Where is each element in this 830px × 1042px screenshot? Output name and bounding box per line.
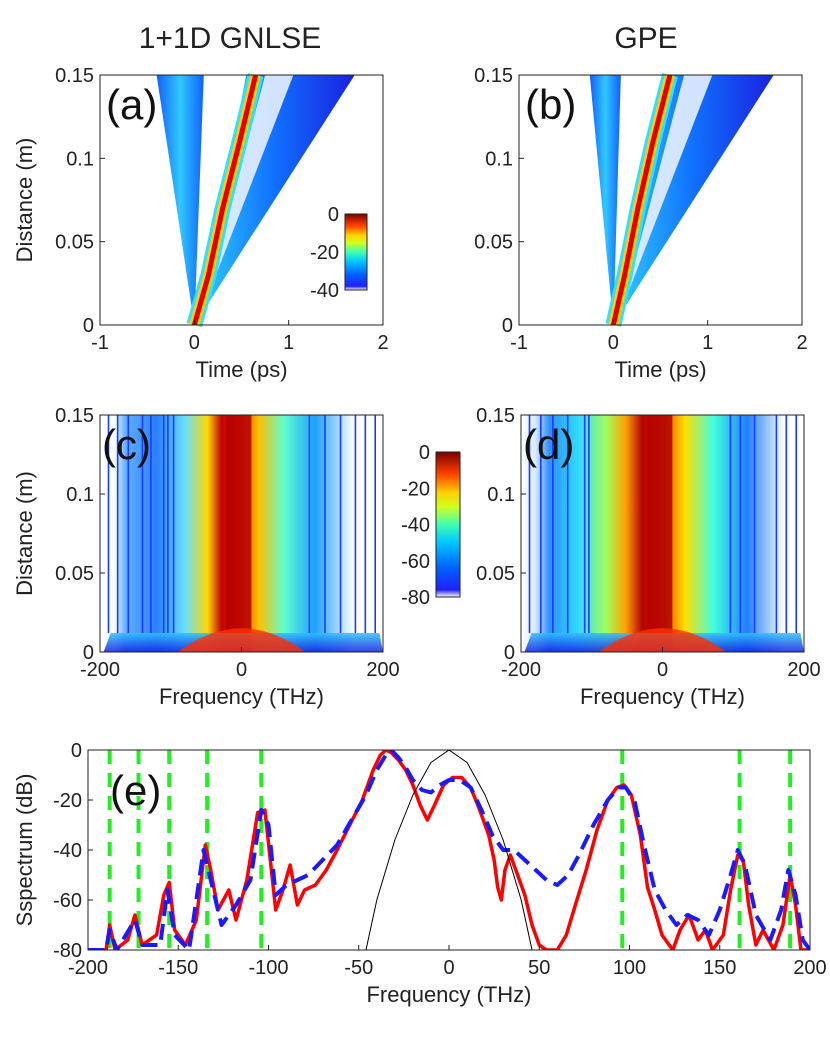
x-tick-label: -1: [91, 332, 109, 354]
y-tick-label: 0.05: [476, 563, 515, 585]
y-tick-label: 0.05: [55, 232, 94, 254]
y-tick-label: 0: [83, 315, 94, 337]
colorbar-tick-label: -20: [310, 242, 339, 264]
panel-label: (d): [523, 421, 574, 468]
col-title-gpe: GPE: [614, 22, 677, 55]
x-tick-label: 2: [796, 332, 807, 354]
y-tick-label: 0.15: [474, 65, 513, 87]
y-tick-label: 0.05: [55, 563, 94, 585]
x-tick-label: -200: [68, 957, 108, 979]
y-tick-label: 0.15: [476, 405, 515, 427]
colorbar-tick-label: -40: [401, 515, 430, 537]
panel-label: (a): [106, 81, 157, 128]
y-tick-label: 0: [504, 642, 515, 664]
x-axis-label: Frequency (THz): [366, 982, 531, 1007]
y-tick-label: -40: [53, 840, 82, 862]
x-tick-label: -50: [344, 957, 373, 979]
x-tick-label: -200: [80, 659, 120, 681]
y-axis-label: Sspectrum (dB): [12, 774, 37, 927]
y-tick-label: 0.15: [55, 405, 94, 427]
early-spm-region: [177, 628, 306, 652]
x-tick-label: 200: [793, 957, 826, 979]
panel-label: (b): [525, 81, 576, 128]
x-axis-label: Frequency (THz): [580, 684, 745, 709]
x-axis-label: Time (ps): [614, 357, 706, 382]
x-tick-label: -100: [248, 957, 288, 979]
pump-core-band: [646, 415, 673, 652]
x-tick-label: 0: [608, 332, 619, 354]
y-tick-label: 0: [502, 315, 513, 337]
y-axis-label: Distance (m): [12, 138, 37, 263]
x-tick-label: -150: [158, 957, 198, 979]
early-spm-region: [598, 628, 727, 652]
colorbar: [344, 213, 368, 291]
panel-label: (c): [102, 421, 151, 468]
axes-frame-a: [99, 74, 384, 326]
y-tick-label: 0.1: [66, 148, 94, 170]
soliton-trajectory: [191, 74, 259, 326]
dispersive-wave-region: [589, 75, 621, 325]
soliton-trajectory: [610, 74, 673, 326]
y-tick-label: 0.05: [474, 232, 513, 254]
x-tick-label: 0: [657, 659, 668, 681]
x-tick-label: 1: [283, 332, 294, 354]
series-line-input: [365, 750, 533, 950]
y-tick-label: 0: [83, 642, 94, 664]
colorbar-tick-label: -20: [401, 478, 430, 500]
colorbar: [435, 451, 461, 598]
axes-frame-b: [518, 74, 803, 326]
colorbar-tick-label: -40: [310, 280, 339, 302]
pump-core-band: [225, 415, 252, 652]
x-tick-label: 1: [702, 332, 713, 354]
dispersive-wave-region: [156, 75, 204, 325]
col-title-gnlse: 1+1D GNLSE: [139, 22, 322, 55]
panel-label: (e): [110, 767, 161, 814]
panel-e-output-spectrum: (e) -200 -150 -100 -50 0 50 100 150 200 0 -20 -40 -60…: [12, 740, 827, 1007]
x-tick-label: 150: [703, 957, 736, 979]
tail-interference-region: [623, 75, 713, 305]
y-tick-label: -80: [53, 940, 82, 962]
x-tick-label: 2: [377, 332, 388, 354]
x-tick-label: 0: [443, 957, 454, 979]
colorbar-tick-label: 0: [419, 442, 430, 464]
y-tick-label: 0.15: [55, 65, 94, 87]
x-tick-label: 200: [787, 659, 820, 681]
series-line-gpe: [88, 750, 810, 950]
y-axis-label: Distance (m): [12, 471, 37, 596]
y-tick-label: 0.1: [487, 484, 515, 506]
y-tick-label: -60: [53, 890, 82, 912]
colorbar-tick-label: -80: [401, 587, 430, 609]
colorbar-tick-label: 0: [328, 204, 339, 226]
x-tick-label: 50: [528, 957, 550, 979]
x-tick-label: -1: [510, 332, 528, 354]
x-axis-label: Time (ps): [195, 357, 287, 382]
y-tick-label: 0.1: [485, 148, 513, 170]
x-axis-label: Frequency (THz): [159, 684, 324, 709]
x-tick-label: -200: [501, 659, 541, 681]
y-tick-label: 0: [71, 740, 82, 762]
y-tick-label: 0.1: [66, 484, 94, 506]
x-tick-label: 200: [366, 659, 399, 681]
x-tick-label: 0: [236, 659, 247, 681]
y-tick-label: -20: [53, 790, 82, 812]
tail-interference-region: [204, 75, 294, 305]
x-tick-label: 100: [613, 957, 646, 979]
colorbar-tick-label: -60: [401, 551, 430, 573]
x-tick-label: 0: [189, 332, 200, 354]
